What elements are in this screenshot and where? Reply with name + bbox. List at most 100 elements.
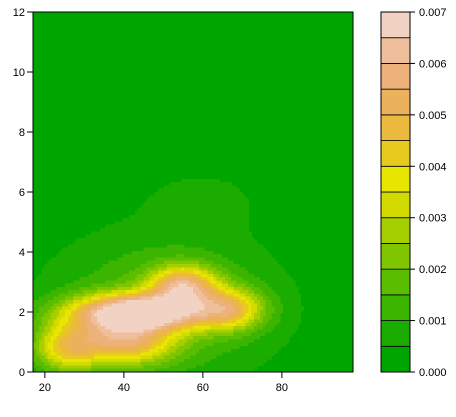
contour-cell: [140, 231, 145, 236]
contour-cell: [172, 205, 177, 209]
contour-cell: [225, 260, 229, 265]
contour-cell: [254, 290, 258, 295]
contour-cell: [129, 260, 133, 265]
contour-cell: [175, 296, 180, 301]
contour-cell: [143, 283, 148, 288]
contour-cell: [245, 368, 249, 373]
contour-cell: [274, 270, 278, 275]
contour-cell: [94, 332, 98, 337]
contour-cell: [219, 250, 223, 255]
contour-cell: [163, 342, 168, 347]
contour-cell: [70, 283, 75, 288]
contour-cell: [85, 296, 89, 301]
contour-cell: [187, 306, 191, 311]
contour-cell: [289, 290, 293, 295]
contour-cell: [198, 247, 203, 252]
contour-cell: [149, 247, 153, 252]
contour-cell: [158, 201, 162, 206]
contour-cell: [163, 214, 168, 219]
contour-cell: [123, 270, 127, 275]
contour-cell: [126, 260, 130, 265]
contour-cell: [152, 316, 156, 321]
contour-cell: [79, 257, 84, 262]
contour-cell: [79, 316, 84, 321]
contour-cell: [166, 214, 171, 219]
contour-cell: [239, 303, 244, 308]
contour-cell: [204, 244, 209, 249]
contour-cell: [175, 358, 180, 363]
contour-cell: [137, 309, 142, 314]
contour-cell: [158, 260, 162, 265]
contour-cell: [242, 309, 246, 314]
contour-cell: [152, 358, 156, 363]
contour-cell: [227, 192, 232, 196]
contour-cell: [245, 208, 249, 213]
contour-cell: [85, 277, 89, 281]
contour-cell: [65, 270, 69, 275]
contour-cell: [114, 342, 118, 347]
contour-cell: [169, 211, 174, 216]
contour-cell: [193, 293, 197, 298]
contour-cell: [207, 257, 212, 262]
contour-cell: [219, 208, 223, 213]
contour-cell: [111, 290, 116, 295]
contour-cell: [47, 316, 52, 321]
contour-cell: [85, 293, 89, 298]
contour-cell: [131, 231, 136, 236]
contour-cell: [137, 254, 142, 259]
contour-cell: [33, 339, 37, 344]
contour-cell: [222, 241, 226, 245]
contour-cell: [146, 218, 150, 223]
contour-cell: [216, 296, 220, 301]
contour-cell: [262, 303, 267, 308]
contour-cell: [257, 264, 261, 268]
contour-cell: [225, 280, 229, 285]
contour-cell: [166, 277, 171, 281]
contour-cell: [82, 260, 86, 265]
contour-cell: [91, 267, 95, 272]
contour-cell: [172, 300, 177, 304]
contour-cell: [137, 273, 142, 278]
contour-cell: [67, 342, 72, 347]
contour-cell: [172, 250, 177, 255]
contour-cell: [225, 329, 229, 334]
contour-cell: [155, 309, 159, 314]
contour-cell: [227, 264, 232, 268]
contour-cell: [134, 358, 139, 363]
contour-cell: [146, 309, 150, 314]
contour-cell: [227, 293, 232, 298]
contour-cell: [158, 336, 162, 340]
contour-cell: [230, 322, 235, 327]
contour-cell: [248, 368, 252, 373]
contour-cell: [190, 250, 194, 255]
contour-cell: [181, 221, 185, 226]
contour-cell: [245, 290, 249, 295]
contour-cell: [129, 300, 133, 304]
contour-cell: [195, 336, 200, 340]
contour-cell: [172, 290, 177, 295]
contour-cell: [131, 218, 136, 223]
contour-cell: [207, 270, 212, 275]
contour-cell: [216, 368, 220, 373]
contour-cell: [146, 231, 150, 236]
contour-cell: [76, 329, 81, 334]
contour-cell: [76, 319, 81, 324]
contour-cell: [129, 231, 133, 236]
contour-cell: [286, 277, 290, 281]
contour-cell: [225, 286, 229, 291]
contour-cell: [265, 319, 270, 324]
contour-cell: [166, 362, 171, 367]
contour-cell: [111, 234, 116, 239]
contour-cell: [195, 365, 200, 370]
contour-cell: [265, 250, 270, 255]
contour-cell: [257, 286, 261, 291]
contour-cell: [236, 355, 241, 360]
contour-cell: [225, 339, 229, 344]
contour-cell: [201, 296, 206, 301]
contour-cell: [169, 241, 174, 245]
contour-cell: [274, 283, 278, 288]
contour-cell: [152, 313, 156, 317]
contour-cell: [155, 198, 159, 203]
contour-cell: [56, 303, 60, 308]
contour-cell: [137, 277, 142, 281]
